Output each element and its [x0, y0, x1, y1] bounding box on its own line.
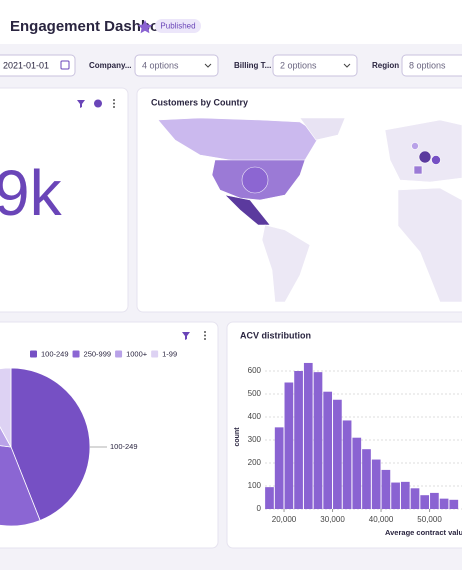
filter-select[interactable] — [272, 54, 358, 77]
chevron — [204, 63, 212, 68]
y-tick-label: 200 — [248, 458, 262, 467]
filter-select[interactable] — [401, 54, 462, 77]
legend-swatch — [72, 350, 80, 358]
x-tick-label: 50,000 — [417, 515, 442, 524]
histogram-bar — [342, 420, 352, 509]
chevron — [343, 63, 351, 68]
date-value: 2021-01-01 — [3, 60, 49, 70]
map-title: Customers by Country — [151, 97, 248, 107]
histogram-bar — [323, 391, 333, 509]
more-icon[interactable] — [113, 99, 115, 108]
filter-value: 4 options — [142, 60, 179, 70]
y-tick-label: 300 — [248, 435, 262, 444]
legend-swatch — [115, 350, 123, 358]
y-axis-label: count — [234, 427, 241, 447]
y-tick-label: 0 — [257, 504, 262, 513]
dashboard-title: Engagement Dashboard — [10, 18, 183, 35]
legend-swatch — [151, 350, 159, 358]
y-tick-label: 400 — [248, 412, 262, 421]
pie-slice — [0, 445, 41, 527]
histogram-bar — [352, 437, 362, 509]
histogram-bar — [449, 499, 459, 509]
more-icon[interactable] — [204, 331, 206, 340]
pie-slice — [0, 367, 12, 448]
filter-value: 2 options — [280, 60, 317, 70]
histogram-bar — [371, 459, 381, 509]
x-tick-label: 30,000 — [320, 515, 345, 524]
legend-label: 1000+ — [126, 349, 148, 358]
header-bar — [0, 0, 462, 44]
filter-label: Billing T... — [234, 61, 271, 70]
status-text: Published — [160, 22, 195, 31]
filter-icon[interactable] — [182, 332, 190, 340]
histogram-bar — [439, 498, 449, 509]
histogram-bar — [294, 371, 303, 509]
histogram-bar — [420, 495, 430, 509]
filter-select[interactable] — [134, 54, 219, 77]
histogram-bar — [391, 482, 400, 509]
filter-label: Company... — [89, 61, 132, 70]
y-tick-label: 600 — [248, 366, 262, 375]
legend-label: 1-99 — [162, 349, 177, 358]
filter-label: Region — [372, 61, 399, 70]
legend-label: 100-249 — [41, 349, 69, 358]
histogram-bar — [274, 427, 284, 509]
histogram-bar — [303, 362, 313, 509]
histogram-bar — [381, 469, 391, 509]
histogram-bar — [410, 488, 420, 509]
favorite-star[interactable] — [138, 20, 152, 34]
histogram-bar — [362, 449, 371, 509]
kpi-card — [0, 87, 129, 313]
x-axis-label: Average contract value — [385, 528, 462, 537]
histogram-bar — [400, 481, 410, 509]
filter-value: 8 options — [409, 60, 446, 70]
calendar-icon — [60, 60, 70, 70]
info-icon[interactable] — [94, 99, 102, 108]
pie-slice — [10, 367, 91, 521]
legend-label: 250-999 — [84, 349, 112, 358]
y-tick-label: 100 — [248, 481, 262, 490]
histogram-bar — [333, 399, 342, 509]
histogram-bar — [430, 492, 439, 509]
filter-icon[interactable] — [77, 100, 85, 108]
histogram-title: ACV distribution — [240, 330, 311, 340]
legend-swatch — [30, 350, 37, 358]
x-tick-label: 20,000 — [272, 515, 297, 524]
y-tick-label: 500 — [248, 389, 262, 398]
histogram-bar — [265, 487, 274, 509]
histogram-bar — [284, 382, 294, 509]
x-tick-label: 40,000 — [369, 515, 394, 524]
histogram-bar — [313, 372, 323, 509]
date-input[interactable] — [0, 54, 76, 77]
kpi-value: 9k — [0, 157, 63, 229]
status-badge — [155, 19, 201, 33]
slice-label: 100-249 — [110, 442, 138, 451]
world-map — [157, 117, 462, 303]
